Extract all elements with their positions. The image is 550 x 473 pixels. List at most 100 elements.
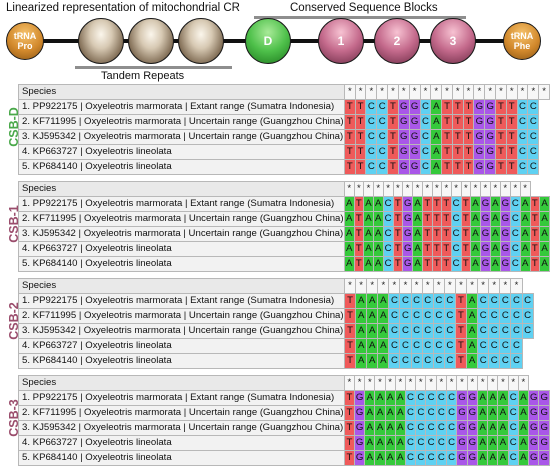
nucleotide-cell: C — [432, 353, 445, 369]
nucleotide-cell: C — [388, 308, 401, 324]
nucleotide-cell: T — [454, 323, 468, 339]
conservation-star: * — [415, 375, 427, 391]
nucleotide-cell: G — [499, 256, 511, 272]
nucleotide-cell: C — [415, 405, 427, 421]
nucleotide-cell: T — [431, 241, 443, 257]
nucleotide-cell: G — [527, 405, 540, 421]
nucleotide-cell: A — [497, 390, 509, 406]
nucleotide-cell: C — [404, 420, 417, 436]
nucleotide-cell: T — [441, 129, 453, 145]
nucleotide-cell: C — [510, 293, 523, 309]
nucleotide-cell: C — [410, 323, 423, 339]
sequence-name: 1. PP922175 | Oxyeleotris marmorata | Ex… — [18, 196, 345, 212]
conservation-star: * — [519, 181, 531, 197]
nucleotide-cell: C — [445, 435, 458, 451]
nucleotide-cell: C — [388, 323, 401, 339]
nucleotide-cell: T — [354, 114, 367, 130]
conservation-star: * — [489, 181, 501, 197]
nucleotide-cell: T — [392, 196, 404, 212]
conservation-star: * — [402, 181, 414, 197]
nucleotide-cell: G — [456, 450, 468, 466]
empty-cell — [538, 99, 550, 115]
nucleotide-cell: T — [422, 226, 433, 242]
nucleotide-cell: C — [499, 293, 512, 309]
sequence-name: 4. KP663727 | Oxyeleotris lineolata — [18, 338, 345, 354]
nucleotide-cell: A — [377, 353, 390, 369]
nucleotide-cell: C — [382, 211, 394, 227]
nucleotide-cell: A — [477, 405, 489, 421]
nucleotide-cell: G — [484, 114, 497, 130]
nucleotide-cell: T — [343, 450, 355, 466]
species-header: Species — [18, 375, 345, 391]
csb-d-node: D — [245, 18, 291, 64]
nucleotide-cell: C — [376, 114, 389, 130]
nucleotide-cell: C — [499, 353, 512, 369]
conservation-star: * — [353, 181, 365, 197]
nucleotide-cell: C — [521, 323, 534, 339]
nucleotide-cell: T — [343, 420, 355, 436]
sequence-name: 2. KF711995 | Oxyeleotris marmorata | Un… — [18, 405, 345, 421]
nucleotide-cell: C — [421, 308, 434, 324]
nucleotide-cell: G — [397, 99, 410, 115]
nucleotide-cell: G — [402, 226, 414, 242]
trna-phe-node: tRNA Phe — [503, 22, 541, 60]
nucleotide-cell: G — [466, 450, 479, 466]
nucleotide-cell: A — [466, 338, 479, 354]
nucleotide-cell: T — [422, 211, 433, 227]
conservation-star: * — [479, 181, 491, 197]
nucleotide-cell: C — [499, 323, 512, 339]
nucleotide-cell: A — [374, 390, 386, 406]
nucleotide-cell: A — [497, 450, 509, 466]
conservation-star: * — [397, 84, 410, 100]
nucleotide-cell: A — [394, 435, 406, 451]
nucleotide-cell: T — [441, 159, 453, 175]
nucleotide-cell: C — [425, 420, 437, 436]
conservation-star: * — [431, 181, 443, 197]
nucleotide-cell: C — [435, 435, 448, 451]
table-row: 4. KP663727 | Oxyeleotris lineolata T T C C T… — [18, 144, 550, 160]
nucleotide-cell: A — [470, 211, 481, 227]
alignment-block-csb-d: CSB-D Species * * * * * * * * * * * * * * * * * * * 1. PP9221… — [0, 84, 550, 180]
nucleotide-cell: T — [460, 211, 472, 227]
nucleotide-cell: A — [517, 420, 529, 436]
conservation-star: * — [343, 375, 355, 391]
conservation-star: * — [355, 278, 368, 294]
conservation-star: * — [510, 278, 523, 294]
nucleotide-cell: G — [538, 390, 550, 406]
empty-cell — [530, 181, 540, 197]
nucleotide-cell: T — [460, 196, 472, 212]
alignment-block-csb-2: CSB-2 Species * * * * * * * * * * * * * * * * 1. PP922175 … — [0, 278, 550, 374]
conservation-star: * — [408, 84, 421, 100]
nucleotide-cell: G — [397, 114, 410, 130]
nucleotide-cell: G — [484, 144, 497, 160]
nucleotide-cell: C — [388, 353, 401, 369]
nucleotide-cell: C — [477, 323, 490, 339]
nucleotide-cell: A — [412, 211, 423, 227]
conservation-star: * — [399, 278, 412, 294]
table-row: 3. KJ595342 | Oxyeleotris marmorata | Un… — [18, 226, 550, 242]
nucleotide-cell: A — [355, 323, 368, 339]
nucleotide-cell: G — [473, 114, 486, 130]
nucleotide-cell: C — [388, 338, 401, 354]
nucleotide-cell: A — [487, 390, 499, 406]
nucleotide-cell: A — [477, 390, 489, 406]
nucleotide-cell: A — [363, 256, 374, 272]
nucleotide-cell: T — [353, 256, 365, 272]
nucleotide-cell: T — [529, 241, 541, 257]
nucleotide-cell: G — [456, 390, 468, 406]
nucleotide-cell: C — [419, 129, 432, 145]
nucleotide-cell: C — [521, 293, 534, 309]
nucleotide-cell: C — [399, 353, 412, 369]
trna-pro-node: tRNA Pro — [6, 22, 44, 60]
table-row: 4. KP663727 | Oxyeleotris lineolata T A A A C… — [18, 338, 534, 354]
nucleotide-cell: A — [343, 211, 355, 227]
nucleotide-cell: T — [343, 159, 356, 175]
table-row: 5. KP684140 | Oxyeleotris lineolata A T A A C… — [18, 256, 550, 272]
nucleotide-cell: C — [445, 405, 458, 421]
conservation-star: * — [499, 181, 511, 197]
nucleotide-cell: C — [488, 308, 501, 324]
nucleotide-cell: C — [443, 293, 456, 309]
nucleotide-cell: A — [497, 420, 509, 436]
nucleotide-cell: C — [365, 99, 378, 115]
nucleotide-cell: A — [363, 196, 374, 212]
